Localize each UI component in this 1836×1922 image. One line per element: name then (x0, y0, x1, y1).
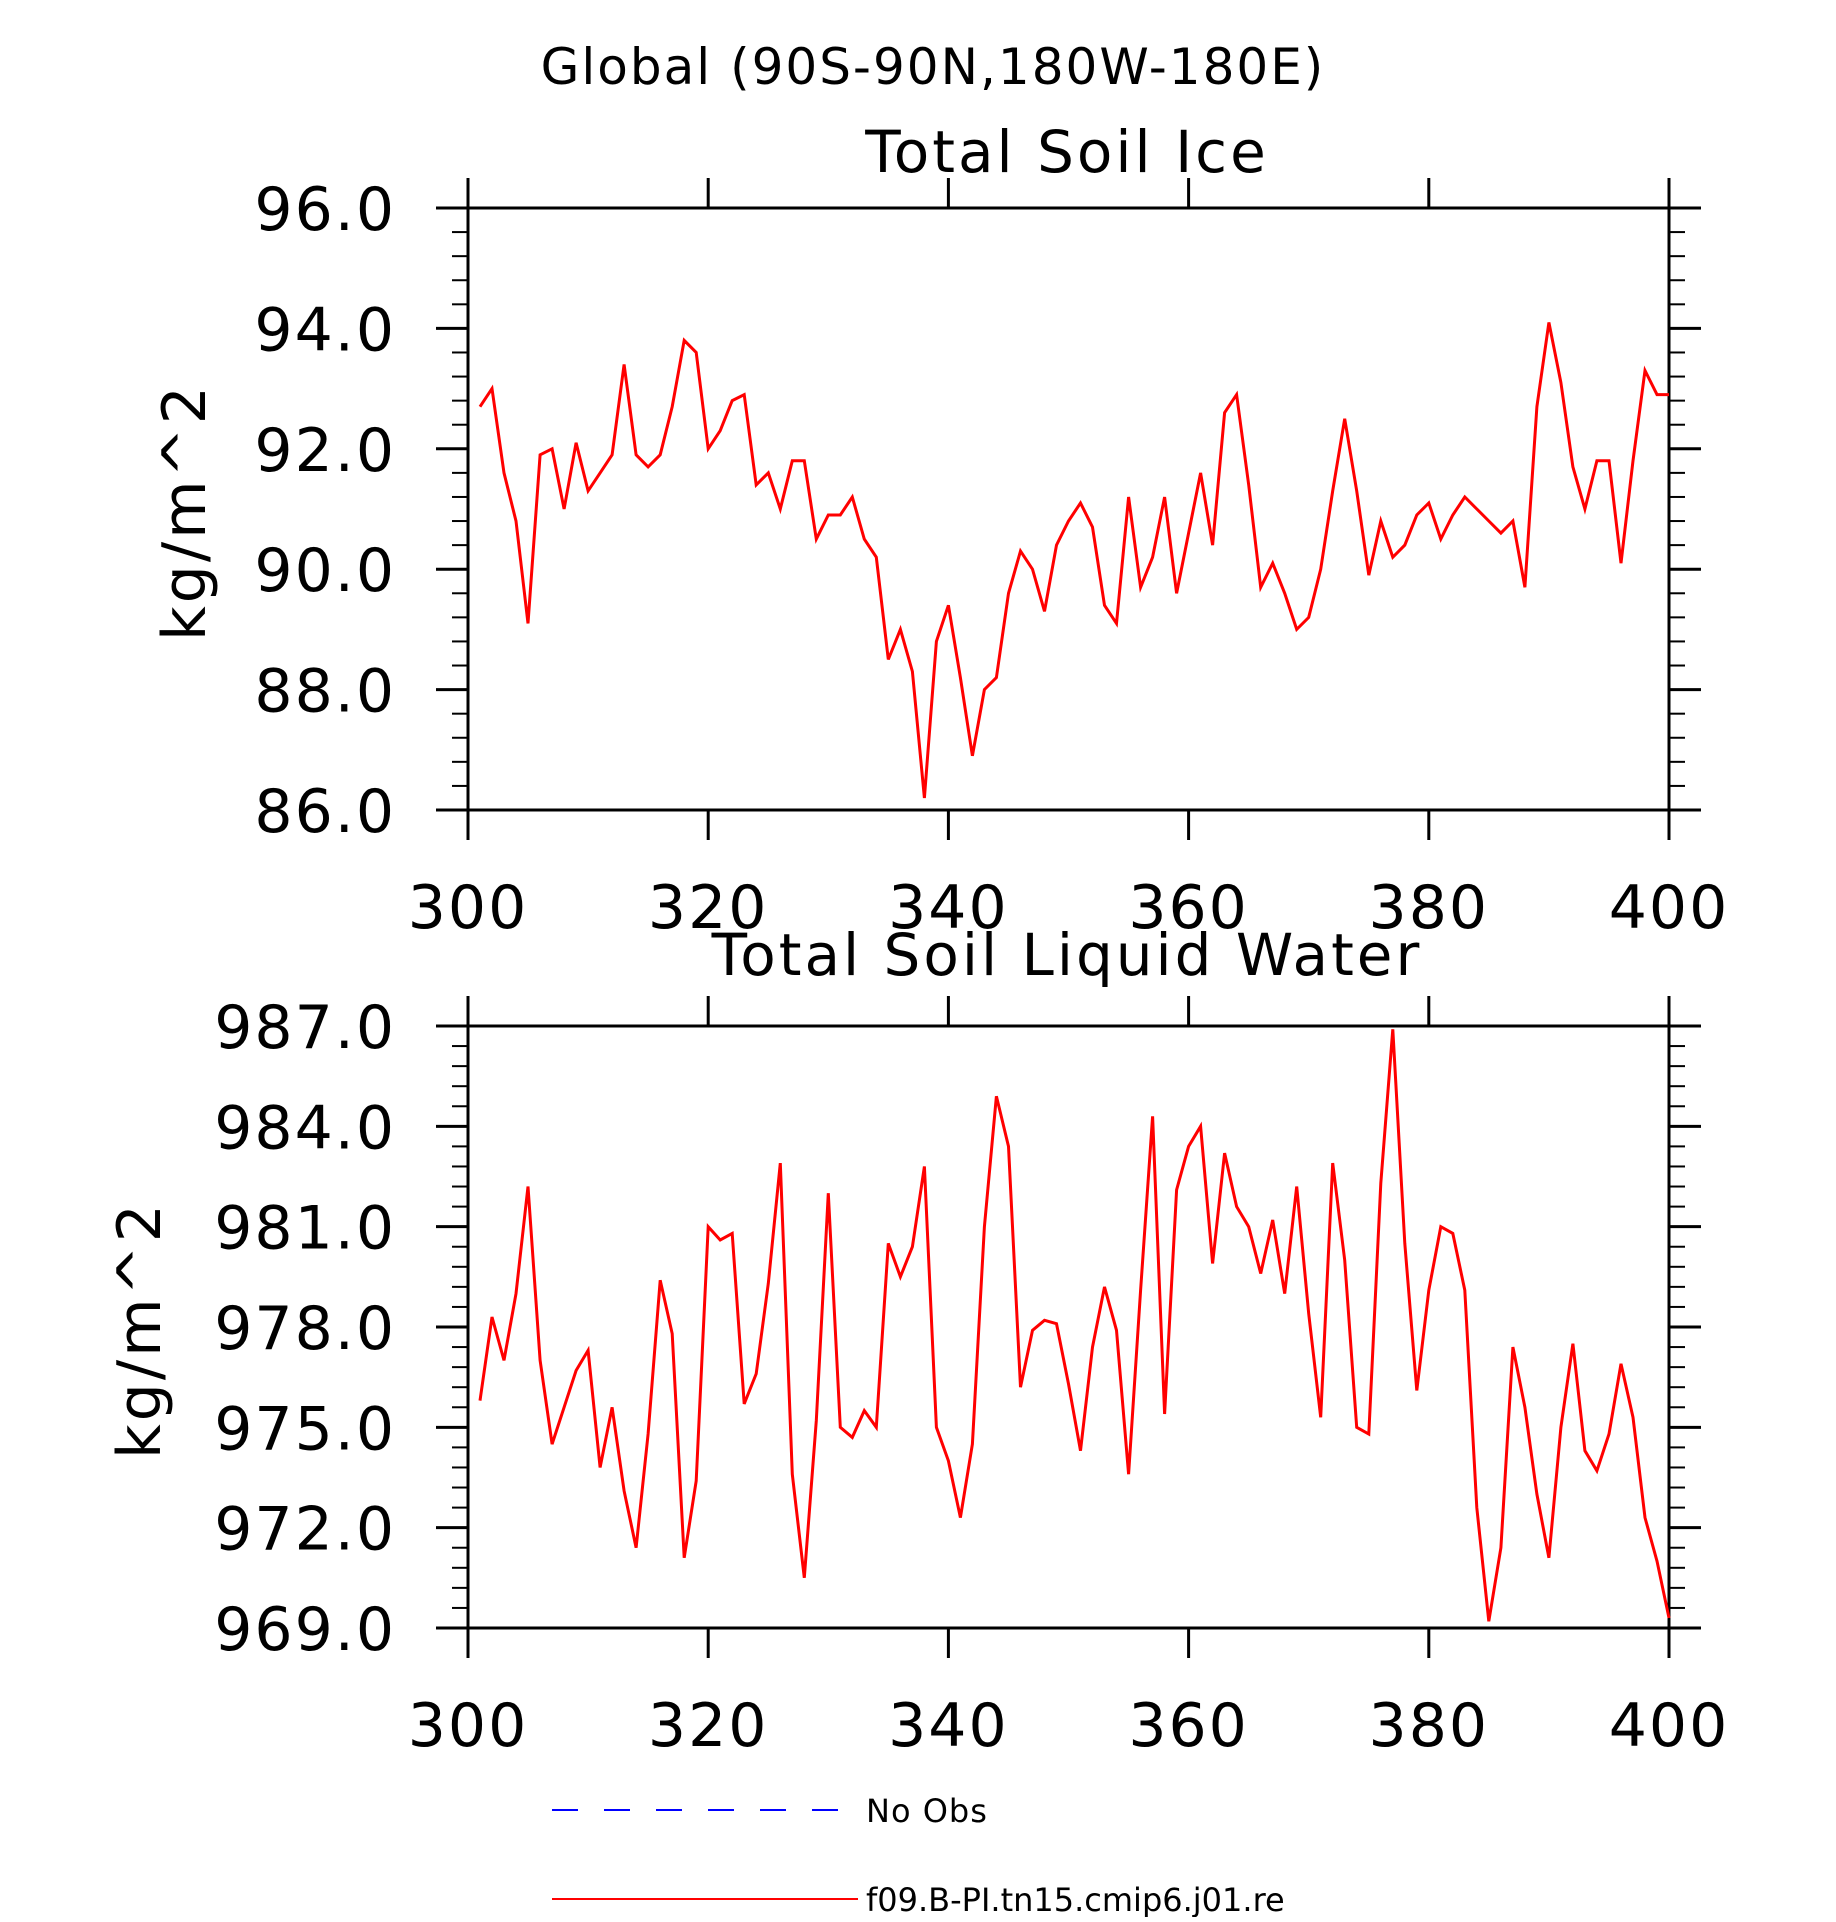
plot-frame (466, 1024, 1671, 1630)
y-tick-label: 984.0 (214, 1093, 396, 1163)
y-tick-label: 975.0 (214, 1394, 396, 1464)
legend-label-model: f09.B-PI.tn15.cmip6.j01.re (866, 1881, 1285, 1917)
x-tick-label: 400 (1609, 873, 1730, 943)
y-axis-label: kg/m^2 (105, 1201, 175, 1459)
x-tick-label: 300 (408, 873, 529, 943)
y-tick-label: 987.0 (214, 993, 396, 1063)
series-line (478, 1029, 1671, 1622)
y-tick-label: 88.0 (254, 657, 396, 727)
legend: No Obs f09.B-PI.tn15.cmip6.j01.re (552, 1792, 1285, 1919)
x-tick-label: 340 (888, 873, 1009, 943)
plot-frame (466, 206, 1671, 812)
figure-title: Global (90S-90N,180W-180E) (541, 38, 1326, 96)
y-tick-label: 978.0 (214, 1294, 396, 1364)
chart-panel-total-soil-ice: Total Soil Ice kg/m^2 300 320 340 360 380 400… (150, 118, 1730, 943)
x-tick-label: 380 (1369, 873, 1490, 943)
chart-panel-total-soil-liquid-water: Total Soil Liquid Water kg/m^2 300 320 340… (105, 921, 1730, 1761)
y-tick-label: 90.0 (254, 536, 396, 606)
y-axis-label: kg/m^2 (150, 383, 220, 641)
series-line (478, 322, 1669, 799)
x-tick-label: 320 (648, 1691, 769, 1761)
y-tick-label: 96.0 (254, 175, 396, 245)
y-tick-label: 92.0 (254, 416, 396, 486)
x-tick-label: 300 (408, 1691, 529, 1761)
x-tick-label: 360 (1128, 1691, 1249, 1761)
x-tick-label: 340 (888, 1691, 1009, 1761)
y-tick-label: 969.0 (214, 1595, 396, 1665)
y-tick-label: 972.0 (214, 1495, 396, 1565)
chart-title: Total Soil Ice (864, 118, 1269, 186)
legend-label-no-obs: No Obs (866, 1792, 988, 1830)
y-tick-label: 86.0 (254, 777, 396, 847)
x-tick-label: 360 (1128, 873, 1249, 943)
x-tick-label: 380 (1369, 1691, 1490, 1761)
y-tick-label: 94.0 (254, 295, 396, 365)
y-tick-label: 981.0 (214, 1194, 396, 1264)
x-tick-label: 320 (648, 873, 769, 943)
chart-title: Total Soil Liquid Water (711, 921, 1423, 989)
x-tick-label: 400 (1609, 1691, 1730, 1761)
